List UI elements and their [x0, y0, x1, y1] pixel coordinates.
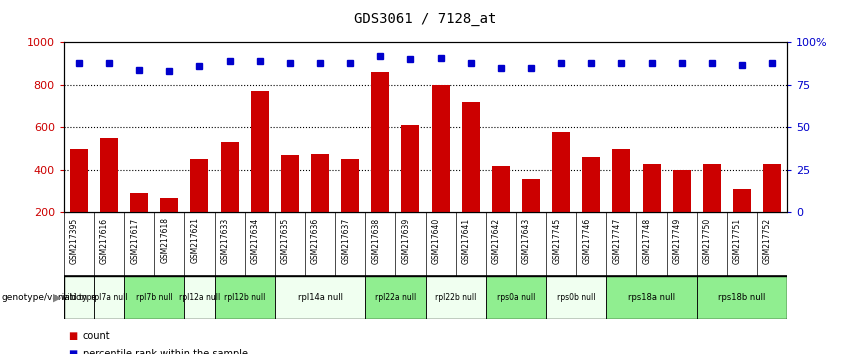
Bar — [64, 276, 94, 319]
Bar — [220, 142, 238, 255]
Text: GSM217643: GSM217643 — [522, 217, 531, 264]
Text: GSM217634: GSM217634 — [251, 217, 260, 264]
Text: GSM217618: GSM217618 — [160, 217, 169, 263]
Bar — [100, 138, 118, 255]
Bar — [672, 170, 691, 255]
Text: GSM217635: GSM217635 — [281, 217, 290, 264]
Bar — [365, 276, 426, 319]
Text: rpl12b null: rpl12b null — [224, 293, 266, 302]
Bar — [402, 125, 420, 255]
Text: GSM217637: GSM217637 — [341, 217, 350, 264]
Text: wild type: wild type — [61, 293, 96, 302]
Text: rpl22a null: rpl22a null — [374, 293, 416, 302]
Text: rps0a null: rps0a null — [497, 293, 535, 302]
Bar — [582, 157, 600, 255]
Text: rps18a null: rps18a null — [628, 293, 675, 302]
Text: GSM217639: GSM217639 — [402, 217, 410, 264]
Text: rps18b null: rps18b null — [718, 293, 766, 302]
Bar — [733, 189, 751, 255]
Bar — [311, 154, 329, 255]
Text: GSM217746: GSM217746 — [582, 217, 591, 264]
Text: rpl22b null: rpl22b null — [435, 293, 477, 302]
Bar — [426, 276, 486, 319]
Text: GSM217633: GSM217633 — [220, 217, 230, 264]
Text: GSM217745: GSM217745 — [552, 217, 561, 264]
Bar — [486, 276, 546, 319]
Bar — [431, 85, 449, 255]
Bar — [130, 193, 148, 255]
Bar — [185, 276, 214, 319]
Text: GSM217752: GSM217752 — [763, 217, 772, 264]
Text: percentile rank within the sample: percentile rank within the sample — [83, 349, 248, 354]
Text: GSM217395: GSM217395 — [70, 217, 79, 264]
Bar — [613, 149, 631, 255]
Text: GDS3061 / 7128_at: GDS3061 / 7128_at — [354, 12, 497, 27]
Bar — [552, 132, 570, 255]
Text: rpl7a null: rpl7a null — [91, 293, 128, 302]
Text: rps0b null: rps0b null — [557, 293, 596, 302]
Text: ■: ■ — [68, 331, 77, 341]
Bar — [522, 179, 540, 255]
Text: genotype/variation: genotype/variation — [2, 293, 88, 302]
Bar — [251, 91, 269, 255]
Text: GSM217621: GSM217621 — [191, 217, 199, 263]
Bar — [191, 159, 208, 255]
Bar — [546, 276, 607, 319]
Text: GSM217747: GSM217747 — [613, 217, 621, 264]
Text: GSM217636: GSM217636 — [311, 217, 320, 264]
Text: GSM217642: GSM217642 — [492, 217, 501, 264]
Bar — [763, 164, 781, 255]
Text: GSM217638: GSM217638 — [371, 217, 380, 264]
Text: ■: ■ — [68, 349, 77, 354]
Text: GSM217640: GSM217640 — [431, 217, 441, 264]
Text: ▶: ▶ — [53, 292, 61, 302]
Bar — [492, 166, 510, 255]
Bar — [461, 102, 480, 255]
Text: GSM217749: GSM217749 — [672, 217, 682, 264]
Bar — [70, 149, 88, 255]
Bar — [607, 276, 697, 319]
Bar — [275, 276, 365, 319]
Text: GSM217616: GSM217616 — [100, 217, 109, 264]
Bar — [341, 159, 359, 255]
Text: GSM217617: GSM217617 — [130, 217, 140, 264]
Bar — [124, 276, 185, 319]
Text: count: count — [83, 331, 110, 341]
Text: GSM217751: GSM217751 — [733, 217, 742, 264]
Text: rpl12a null: rpl12a null — [179, 293, 220, 302]
Text: rpl14a null: rpl14a null — [298, 293, 342, 302]
Text: GSM217641: GSM217641 — [462, 217, 471, 264]
Bar — [281, 155, 299, 255]
Bar — [643, 164, 660, 255]
Bar — [703, 164, 721, 255]
Text: GSM217750: GSM217750 — [703, 217, 711, 264]
Bar — [94, 276, 124, 319]
Bar — [214, 276, 275, 319]
Bar — [160, 198, 179, 255]
Text: rpl7b null: rpl7b null — [136, 293, 173, 302]
Bar — [371, 72, 389, 255]
Bar — [697, 276, 787, 319]
Text: GSM217748: GSM217748 — [643, 217, 652, 264]
